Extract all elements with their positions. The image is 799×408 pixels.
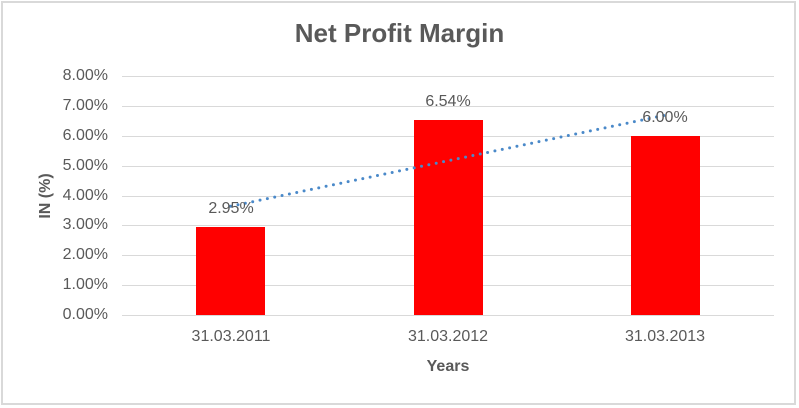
bar-data-label: 2.95% <box>208 200 254 217</box>
y-axis-tick-label: 0.00% <box>62 306 108 323</box>
gridline <box>122 315 774 316</box>
x-axis-title: Years <box>426 358 470 375</box>
gridline <box>122 76 774 77</box>
bar-data-label: 6.00% <box>642 109 688 126</box>
y-axis-tick-label: 4.00% <box>62 187 108 204</box>
y-axis-tick-label: 2.00% <box>62 246 108 263</box>
x-axis-tick-label: 31.03.2011 <box>191 328 271 345</box>
y-axis-tick-label: 5.00% <box>62 157 108 174</box>
bar-31.03.2013 <box>631 136 700 315</box>
y-axis-tick-label: 8.00% <box>62 67 108 84</box>
bar-31.03.2011 <box>196 227 265 315</box>
y-axis-tick-label: 3.00% <box>62 216 108 233</box>
y-axis-tick-label: 1.00% <box>62 276 108 293</box>
bar-31.03.2012 <box>414 120 483 315</box>
chart-title: Net Profit Margin <box>294 18 505 48</box>
gridline <box>122 106 774 107</box>
bar-data-label: 6.54% <box>425 93 471 110</box>
y-axis-tick-label: 6.00% <box>62 127 108 144</box>
x-axis-tick-label: 31.03.2012 <box>407 328 489 345</box>
y-axis-tick-label: 7.00% <box>62 97 108 114</box>
x-axis-tick-label: 31.03.2013 <box>624 328 706 345</box>
